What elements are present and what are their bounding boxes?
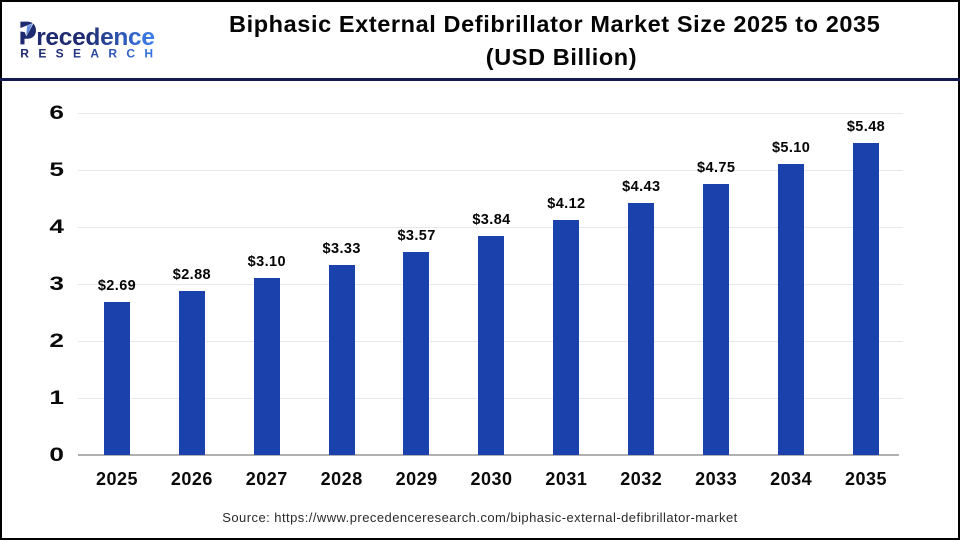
svg-text:recedence: recedence — [36, 24, 155, 51]
svg-text:RESEARCH: RESEARCH — [20, 47, 162, 61]
